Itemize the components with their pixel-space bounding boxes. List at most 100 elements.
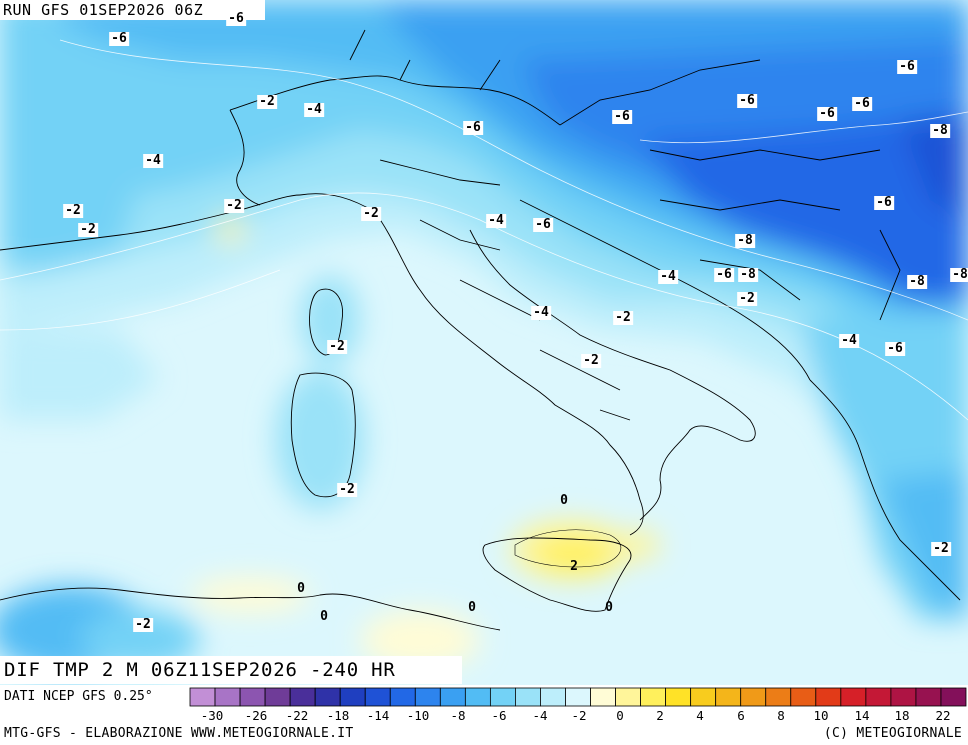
legend-tick-label: 8 [777,708,785,723]
credit-left: MTG-GFS - ELABORAZIONE WWW.METEOGIORNALE… [4,726,354,741]
legend-swatch [790,687,817,707]
legend-swatch [690,687,717,707]
legend-tick-label: 22 [935,708,951,723]
legend-swatch [364,687,391,707]
legend-tick-label: -4 [532,708,548,723]
legend-swatch [214,687,241,707]
contour-label: 0 [297,581,305,596]
legend-tick-label: -18 [326,708,350,723]
contour-lines [0,39,968,421]
legend-tick-label: -10 [406,708,430,723]
legend-tick-label: 2 [656,708,664,723]
data-source: DATI NCEP GFS 0.25° [4,689,153,704]
legend-tick-label: -22 [285,708,309,723]
contour-label: -6 [852,96,872,111]
legend-swatch [915,687,942,707]
legend-tick-label: -6 [491,708,507,723]
contour-label: 0 [560,493,568,508]
legend-swatch [289,687,316,707]
contour-label: -8 [738,267,758,282]
legend-swatch [540,687,566,707]
contour-label: -4 [486,213,506,228]
legend-swatch [314,687,341,707]
contour-label: -2 [327,339,347,354]
contour-label: -4 [839,333,859,348]
legend-swatch [765,687,792,707]
contour-label: -2 [613,310,633,325]
color-legend [0,685,968,745]
legend-swatch [890,687,917,707]
legend-swatch [464,687,491,707]
legend-swatch [515,687,541,707]
credit-right: (C) METEOGIORNALE [823,726,962,741]
run-header: RUN GFS 01SEP2026 06Z [0,0,265,20]
contour-label: -8 [907,274,927,289]
contour-label: -2 [133,617,153,632]
contour-label: -8 [735,233,755,248]
contour-label: -4 [658,269,678,284]
legend-swatch [815,687,842,707]
contour-label: -2 [737,291,757,306]
contour-label: -2 [63,203,83,218]
legend-tick-label: 0 [616,708,624,723]
contour-label: 2 [570,559,578,574]
contour-label: -2 [224,198,244,213]
legend-color-bar [189,687,967,707]
map-title: DIF TMP 2 M 06Z11SEP2026 -240 HR [0,656,462,684]
contour-label: -8 [930,123,950,138]
contour-label: 0 [320,609,328,624]
legend-tick-label: 6 [737,708,745,723]
legend-swatch [665,687,692,707]
contour-label: -2 [931,541,951,556]
legend-tick-label: 14 [854,708,870,723]
legend-tick-label: -8 [450,708,466,723]
contour-label: -8 [950,267,968,282]
contour-label: -6 [885,341,905,356]
legend-tick-label: 4 [696,708,704,723]
legend-tick-label: 10 [813,708,829,723]
anomaly-field-shading [0,0,968,675]
legend-swatch [940,687,967,707]
temperature-anomaly-map [0,0,968,685]
legend-swatch [389,687,416,707]
contour-label: -6 [109,31,129,46]
contour-label: -2 [78,222,98,237]
contour-label: -4 [143,153,163,168]
legend-swatch [189,687,216,707]
contour-label: -4 [304,102,324,117]
contour-label: -2 [581,353,601,368]
contour-label: 0 [605,600,613,615]
legend-swatch [865,687,892,707]
legend-swatch [840,687,867,707]
legend-tick-label: -26 [244,708,268,723]
zero-contour [514,529,622,568]
contour-label: -2 [257,94,277,109]
legend-swatch [715,687,742,707]
legend-swatch [615,687,641,707]
contour-label: -6 [226,11,246,26]
legend-swatch [264,687,291,707]
legend-swatch [239,687,266,707]
legend-swatch [414,687,441,707]
legend-swatch [489,687,516,707]
contour-label: -4 [531,305,551,320]
contour-label: -6 [817,106,837,121]
legend-tick-label: -14 [366,708,390,723]
legend-swatch [590,687,616,707]
contour-label: -6 [714,267,734,282]
contour-label: -6 [533,217,553,232]
contour-label: -6 [897,59,917,74]
legend-swatch [565,687,591,707]
contour-label: -2 [337,482,357,497]
contour-label: -6 [612,109,632,124]
contour-label: -6 [874,195,894,210]
contour-label: -6 [737,93,757,108]
legend-swatch [439,687,466,707]
legend-tick-label: -30 [200,708,224,723]
legend-tick-label: -2 [571,708,587,723]
legend-swatch [339,687,366,707]
legend-tick-label: 18 [894,708,910,723]
legend-swatch [640,687,667,707]
contour-label: 0 [468,600,476,615]
